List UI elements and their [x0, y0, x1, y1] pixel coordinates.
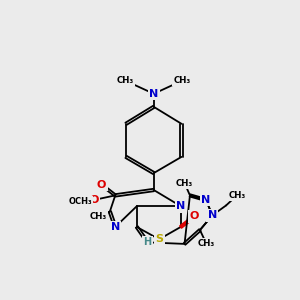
Text: OCH₃: OCH₃: [69, 197, 92, 206]
Text: N: N: [176, 201, 185, 211]
Text: N: N: [208, 210, 217, 220]
Text: N: N: [202, 195, 211, 205]
Text: N: N: [149, 89, 158, 99]
Text: CH₃: CH₃: [197, 238, 215, 247]
Text: CH₃: CH₃: [174, 76, 191, 85]
Text: H: H: [143, 237, 152, 248]
Text: CH₃: CH₃: [228, 191, 245, 200]
Text: O: O: [97, 180, 106, 190]
Text: O: O: [190, 211, 199, 221]
Text: O: O: [89, 195, 98, 205]
Text: CH₃: CH₃: [176, 178, 193, 188]
Text: CH₃: CH₃: [90, 212, 107, 221]
Text: CH₃: CH₃: [117, 76, 134, 85]
Text: S: S: [155, 234, 163, 244]
Text: N: N: [111, 222, 120, 232]
